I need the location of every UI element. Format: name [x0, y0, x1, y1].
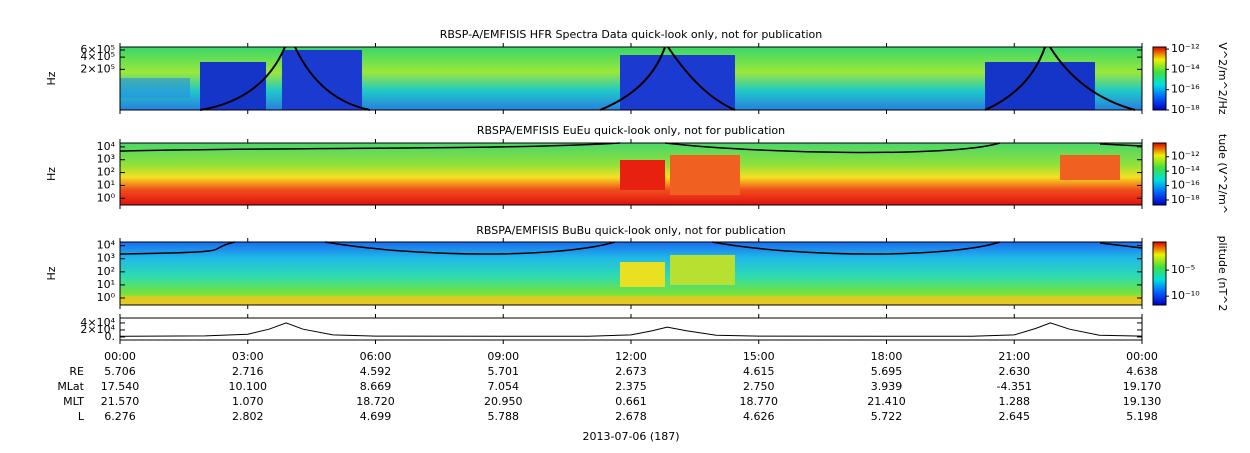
x-tick-label: 00:00: [104, 350, 136, 363]
colorbar-tick-label: 10⁻¹²: [1171, 42, 1200, 55]
spectrogram-1: [120, 46, 1142, 111]
y-tick-label: 10²: [97, 166, 115, 179]
ephemeris-value: 4.699: [360, 410, 392, 423]
ephemeris-value: 10.100: [229, 380, 268, 393]
ephemeris-value: 5.701: [488, 365, 520, 378]
ephemeris-value: 2.802: [232, 410, 264, 423]
ephemeris-value: 8.669: [360, 380, 392, 393]
ephemeris-value: 21.570: [101, 395, 140, 408]
colorbar-tick-label: 10⁻¹⁶: [1171, 83, 1200, 96]
colorbar: [1152, 142, 1167, 206]
ephemeris-value: 1.070: [232, 395, 264, 408]
ephemeris-value: 5.198: [1126, 410, 1158, 423]
ephemeris-value: 0.661: [615, 395, 647, 408]
colorbar: [1152, 241, 1167, 306]
date-label: 2013-07-06 (187): [582, 430, 679, 443]
panel-title: RBSPA/EMFISIS BuBu quick-look only, not …: [476, 224, 786, 237]
colorbar-tick-label: 10⁻¹⁴: [1171, 62, 1200, 75]
plot-frame: [119, 317, 1143, 341]
ephemeris-value: 2.673: [615, 365, 647, 378]
y-tick-label: 4×10⁴: [80, 316, 115, 329]
y-tick-label: 0.: [105, 330, 116, 343]
y-tick-label: 10¹: [97, 278, 115, 291]
ephemeris-value: 2.630: [999, 365, 1031, 378]
ephemeris-value: 18.770: [740, 395, 779, 408]
ephemeris-value: 20.950: [484, 395, 523, 408]
colorbar-tick-label: 10⁻¹²: [1171, 150, 1200, 163]
ephemeris-value: 2.678: [615, 410, 647, 423]
data-line: [119, 322, 1143, 337]
x-tick-label: 18:00: [871, 350, 903, 363]
ephemeris-value: 19.130: [1123, 395, 1162, 408]
ephemeris-value: 4.638: [1126, 365, 1158, 378]
colorbar-tick-label: 10⁻¹⁶: [1171, 179, 1200, 192]
y-tick-label: 6×10⁵: [80, 43, 115, 56]
x-tick-label: 00:00: [1126, 350, 1158, 363]
colorbar-tick-label: 10⁻¹⁴: [1171, 164, 1200, 177]
panel-title: RBSP-A/EMFISIS HFR Spectra Data quick-lo…: [440, 28, 823, 41]
y-tick-label: 4×10⁵: [80, 50, 115, 63]
colorbar: [1152, 46, 1167, 111]
x-tick-label: 03:00: [232, 350, 264, 363]
plot-frame: [119, 46, 1143, 111]
colorbar-tick-label: 10⁻¹⁸: [1171, 103, 1200, 116]
colorbar-label: tude (V^2/m^: [1216, 134, 1229, 214]
colorbar-tick-label: 10⁻¹⁰: [1171, 289, 1200, 302]
plot-frame: [119, 241, 1143, 306]
x-tick-label: 15:00: [743, 350, 775, 363]
ephemeris-value: -4.351: [997, 380, 1032, 393]
ephemeris-value: 5.722: [871, 410, 903, 423]
y-tick-label: 10³: [97, 153, 115, 166]
y-axis-label: Hz: [45, 167, 58, 181]
y-tick-label: 10⁴: [97, 239, 116, 252]
ephemeris-value: 5.706: [104, 365, 136, 378]
ephemeris-value: 4.615: [743, 365, 775, 378]
y-axis-label: Hz: [45, 71, 58, 85]
y-axis-label: Hz: [45, 266, 58, 280]
ephemeris-value: 2.716: [232, 365, 264, 378]
ephemeris-label: MLT: [63, 395, 84, 408]
y-tick-label: 2×10⁴: [80, 323, 115, 336]
ephemeris-label: RE: [69, 365, 84, 378]
ephemeris-value: 6.276: [104, 410, 136, 423]
ephemeris-value: 19.170: [1123, 380, 1162, 393]
x-tick-label: 09:00: [487, 350, 519, 363]
y-tick-label: 10⁰: [97, 191, 116, 204]
y-tick-label: 10¹: [97, 178, 115, 191]
colorbar-label: plitude (nT^2: [1216, 236, 1229, 312]
ephemeris-value: 18.720: [356, 395, 395, 408]
ephemeris-value: 21.410: [867, 395, 906, 408]
spectrogram-2: [119, 142, 1143, 205]
y-tick-label: 10⁰: [97, 291, 116, 304]
y-tick-label: 10²: [97, 265, 115, 278]
ephemeris-value: 17.540: [101, 380, 140, 393]
spectrogram-3: [119, 241, 1143, 305]
ephemeris-value: 5.788: [488, 410, 520, 423]
y-tick-label: 2×10⁵: [80, 62, 115, 75]
panel-title: RBSPA/EMFISIS EuEu quick-look only, not …: [477, 124, 785, 137]
ephemeris-value: 2.645: [999, 410, 1031, 423]
ephemeris-value: 4.626: [743, 410, 775, 423]
colorbar-tick-label: 10⁻¹⁸: [1171, 193, 1200, 206]
colorbar-label: V^2/m^2/Hz: [1216, 42, 1229, 114]
ephemeris-value: 2.375: [615, 380, 647, 393]
ephemeris-value: 2.750: [743, 380, 775, 393]
ephemeris-label: L: [78, 410, 85, 423]
y-tick-label: 10³: [97, 252, 115, 265]
ephemeris-value: 3.939: [871, 380, 903, 393]
ephemeris-value: 4.592: [360, 365, 392, 378]
x-tick-label: 21:00: [998, 350, 1030, 363]
x-tick-label: 06:00: [360, 350, 392, 363]
plot-frame: [119, 142, 1143, 206]
ephemeris-value: 1.288: [999, 395, 1031, 408]
ephemeris-value: 5.695: [871, 365, 903, 378]
x-tick-label: 12:00: [615, 350, 647, 363]
colorbar-tick-label: 10⁻⁵: [1171, 263, 1195, 276]
y-tick-label: 10⁴: [97, 140, 116, 153]
ephemeris-value: 7.054: [488, 380, 520, 393]
ephemeris-label: MLat: [57, 380, 84, 393]
